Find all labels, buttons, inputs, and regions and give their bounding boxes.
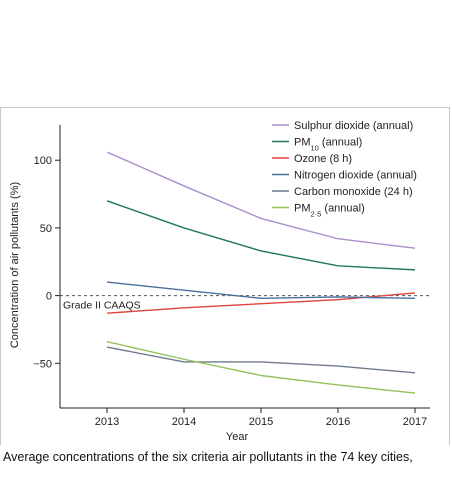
legend-label: Carbon monoxide (24 h) — [294, 186, 413, 198]
x-tick-label: 2015 — [249, 416, 273, 428]
legend-label: Nitrogen dioxide (annual) — [294, 170, 417, 182]
legend: Sulphur dioxide (annual) PM10 (annual)Ozo… — [272, 120, 417, 218]
y-tick-label: 100 — [34, 155, 52, 167]
figure-caption: Average concentrations of the six criter… — [3, 450, 413, 464]
y-tick-label: −50 — [33, 358, 52, 370]
x-tick-label: 2016 — [326, 416, 350, 428]
legend-label: PM2·5 (annual) — [294, 203, 365, 219]
reference-line-label: Grade II CAAQS — [63, 300, 141, 312]
series-layer — [106, 151, 416, 394]
series-line-2 — [106, 200, 416, 271]
reference-line-layer: Grade II CAAQS — [60, 295, 430, 312]
x-tick-label: 2014 — [172, 416, 196, 428]
line-chart: 100 50 0 −50 2013 2014 2015 2016 2017 Grade II C… — [9, 120, 430, 443]
series-line-1 — [106, 151, 416, 249]
x-tick-label: 2013 — [95, 416, 119, 428]
x-axis-title: Year — [226, 431, 249, 443]
series-line-4 — [106, 281, 416, 300]
legend-label: Ozone (8 h) — [294, 153, 352, 165]
y-tick-label: 50 — [40, 223, 52, 235]
figure-frame — [0, 107, 450, 445]
legend-label: Sulphur dioxide (annual) — [294, 120, 413, 132]
series-line-6 — [106, 340, 416, 394]
chart-axes: 100 50 0 −50 2013 2014 2015 2016 2017 — [33, 125, 430, 428]
y-tick-label: 0 — [46, 291, 52, 303]
y-axis-title: Concentration of air pollutants (%) — [9, 182, 21, 348]
x-tick-label: 2017 — [403, 416, 427, 428]
series-line-5 — [106, 346, 416, 374]
legend-label: PM10 (annual) — [294, 137, 362, 153]
